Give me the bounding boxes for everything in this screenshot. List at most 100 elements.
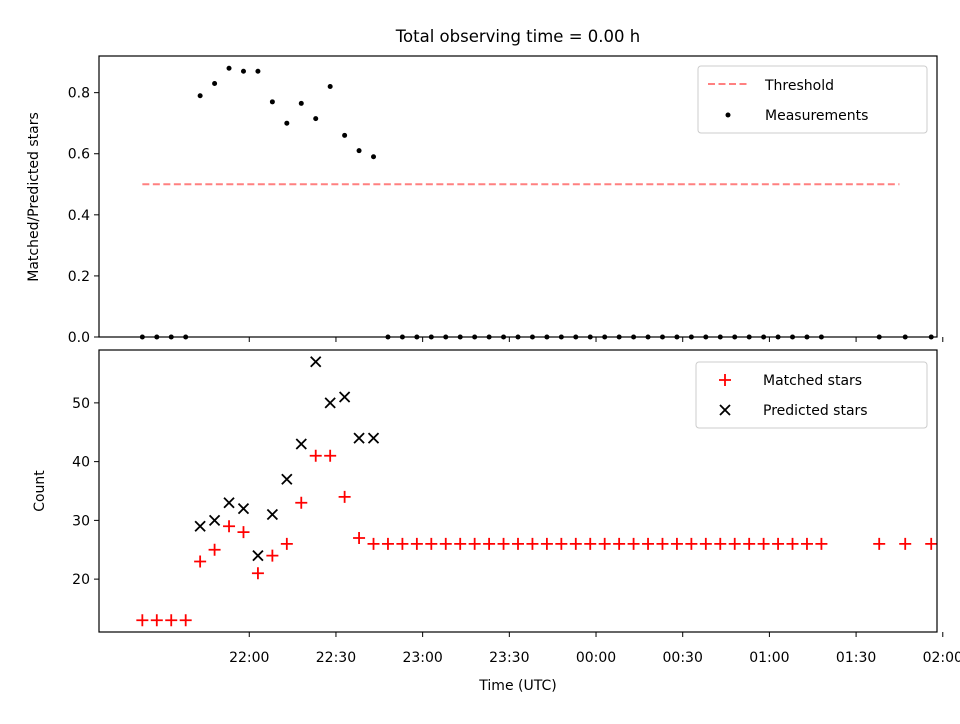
top-y-tick-label: 0.8	[68, 86, 90, 102]
matched-star-point	[627, 537, 640, 550]
bottom-y-tick-label: 20	[72, 572, 90, 588]
matched-star-point	[925, 537, 938, 550]
matched-star-point	[338, 490, 351, 503]
matched-star-point	[613, 537, 626, 550]
legend-predicted-swatch	[719, 404, 731, 416]
matched-star-point	[223, 520, 236, 533]
predicted-star-point	[295, 438, 307, 450]
measurement-point	[226, 65, 232, 71]
bottom-x-tick-label: 01:30	[836, 650, 876, 666]
matched-star-point	[699, 537, 712, 550]
predicted-star-point	[338, 391, 351, 403]
matched-star-point	[873, 537, 886, 550]
matched-star-point	[656, 537, 669, 550]
matched-star-point	[309, 449, 322, 462]
legend-matched-label: Matched stars	[763, 373, 862, 389]
top-legend: Threshold Measurements	[697, 65, 928, 134]
matched-star-point	[454, 537, 467, 550]
matched-star-point	[136, 614, 149, 627]
bottom-plot-frame	[98, 349, 938, 633]
matched-star-point	[670, 537, 683, 550]
matched-star-point	[410, 537, 423, 550]
bottom-x-tick-label: 23:00	[402, 650, 442, 666]
matched-star-point	[569, 537, 582, 550]
matched-star-point	[150, 614, 163, 627]
matched-star-point	[540, 537, 553, 550]
matched-star-point	[280, 537, 293, 550]
matched-star-point	[728, 537, 741, 550]
top-y-tick-label: 0.6	[68, 147, 90, 163]
matched-star-point	[353, 532, 366, 544]
predicted-star-point	[310, 356, 322, 368]
bottom-x-tick-label: 00:30	[663, 650, 703, 666]
matched-star-point	[497, 537, 510, 550]
matched-star-point	[786, 537, 799, 550]
top-y-axis-label: Matched/Predicted stars	[26, 112, 42, 282]
bottom-x-tick-label: 01:00	[749, 650, 789, 666]
matched-star-point	[512, 537, 524, 550]
measurement-point	[197, 93, 203, 99]
matched-star-point	[800, 537, 813, 550]
measurement-point	[269, 99, 275, 105]
bottom-x-tick-label: 00:00	[576, 650, 616, 666]
measurement-point	[371, 154, 377, 160]
legend-predicted-label: Predicted stars	[763, 403, 868, 419]
measurement-point	[356, 148, 362, 154]
matched-star-point	[757, 537, 770, 550]
top-chart-title: Total observing time = 0.00 h	[395, 27, 640, 46]
bottom-legend-box	[695, 361, 928, 429]
bottom-x-axis-ticks: 22:00 22:30 23:00 23:30 00:00 00:30 01:00 01:30…	[229, 632, 960, 666]
legend-measurements-label: Measurements	[765, 108, 868, 124]
measurement-point	[342, 132, 348, 138]
bottom-x-tick-label: 02:00	[923, 650, 960, 666]
matched-star-point	[685, 537, 698, 550]
bottom-x-axis-label: Time (UTC)	[478, 678, 556, 694]
matched-star-point	[899, 537, 912, 550]
top-y-tick-label: 0.4	[68, 208, 90, 224]
measurement-point	[313, 116, 319, 122]
bottom-y-tick-label: 30	[72, 513, 90, 529]
predicted-star-point	[367, 432, 380, 444]
matched-star-point	[194, 555, 207, 568]
predicted-star-point	[266, 508, 279, 521]
legend-threshold-label: Threshold	[764, 78, 834, 94]
matched-star-point	[598, 537, 611, 550]
matched-star-point	[251, 567, 264, 580]
top-x-axis-ticks	[248, 337, 944, 342]
measurement-point	[298, 100, 304, 106]
predicted-star-point	[324, 397, 336, 409]
matched-star-point	[815, 537, 828, 550]
predicted-star-point	[281, 473, 293, 485]
measurement-point	[284, 120, 290, 126]
matched-star-point	[555, 537, 568, 550]
matched-star-point	[179, 614, 192, 627]
top-y-tick-label: 0.0	[68, 330, 90, 346]
matched-star-point	[208, 543, 221, 556]
matched-star-point	[584, 537, 597, 550]
bottom-y-tick-label: 40	[72, 455, 90, 471]
matched-star-point	[526, 537, 539, 550]
bottom-y-tick-label: 50	[72, 396, 90, 412]
predicted-star-point	[194, 520, 206, 532]
bottom-x-tick-label: 22:00	[229, 650, 269, 666]
predicted-star-point	[223, 497, 235, 509]
matched-star-point	[425, 537, 438, 550]
bottom-legend: Matched stars Predicted stars	[695, 361, 928, 429]
matched-star-point	[714, 537, 727, 550]
matched-star-point	[772, 537, 785, 550]
bottom-y-axis-label: Count	[32, 470, 48, 512]
predicted-star-point	[208, 514, 221, 527]
matched-star-point	[295, 496, 308, 509]
matched-star-point	[381, 537, 394, 550]
measurement-point	[240, 68, 246, 74]
bottom-x-tick-label: 23:30	[489, 650, 529, 666]
matched-star-point	[324, 449, 337, 462]
predicted-star-point	[353, 432, 365, 444]
top-y-tick-label: 0.2	[68, 269, 90, 285]
measurement-point	[212, 80, 218, 86]
matched-star-point	[642, 537, 655, 550]
bottom-y-axis-ticks: 20 30 40 50	[72, 396, 99, 588]
top-legend-box	[697, 65, 928, 134]
measurement-point	[327, 84, 333, 90]
